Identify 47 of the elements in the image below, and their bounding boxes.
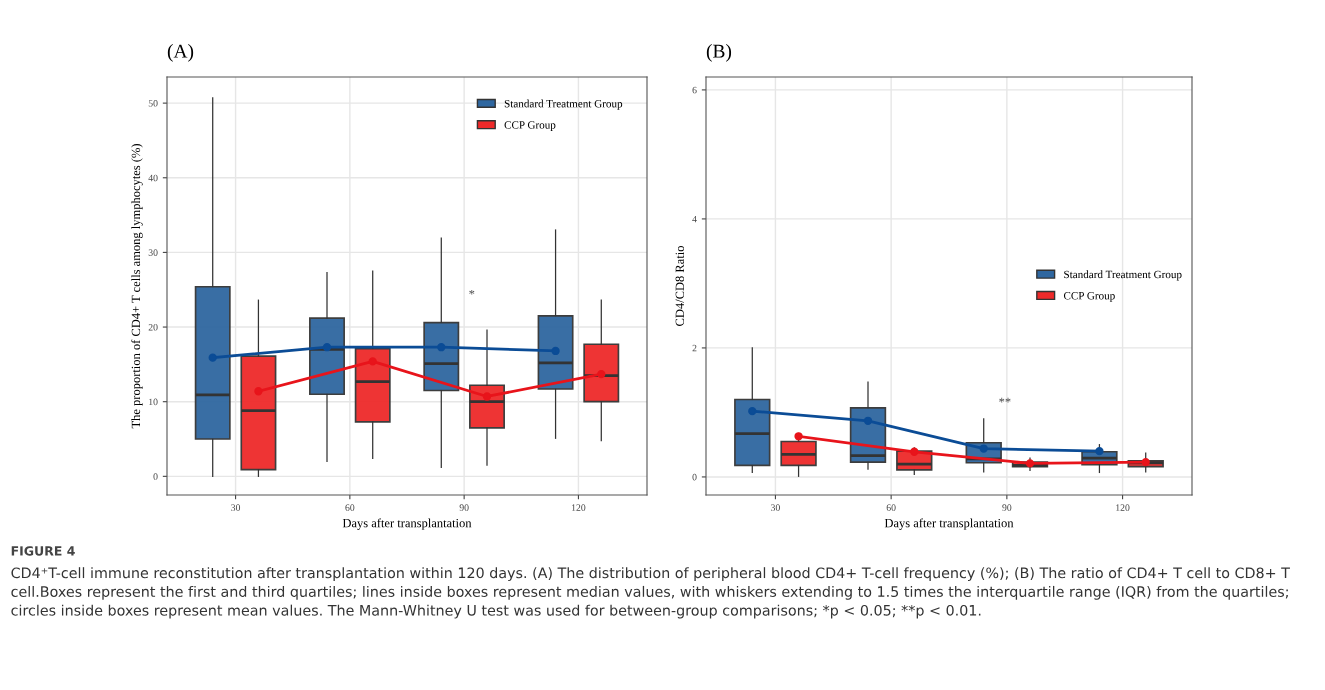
x-tick-label: 30 [771,504,780,511]
y-tick-label: 10 [149,398,158,406]
y-tick-label: 0 [692,473,697,481]
point [910,447,919,456]
y-axis-title: The proportion of CD4+ T cells among lymphocytes (%) [131,144,143,429]
point [748,406,757,416]
point [208,353,217,362]
x-tick-label: 90 [1002,504,1012,511]
y-tick-label: 30 [148,249,158,256]
annotation: * [469,290,475,295]
y-tick-label: 6 [692,86,697,94]
y-tick-label: 50 [148,100,158,107]
annotation: ** [999,397,1011,403]
point [551,346,560,356]
x-axis-title: Days after transplantation [342,518,472,530]
caption: FIGURE 4 [11,546,75,556]
legend-label: CCP Group [504,121,556,131]
point [482,392,492,401]
point [1141,457,1150,467]
x-axis-title: Days after transplantation [884,518,1014,530]
text: CD4⁺T-cell immune reconstitution after transplantation within 120 days. (A) The distribution of peripheral blood CD4+ T-cell frequency (%); (B) The ratio of CD4+ T cell to CD8+ T cell.Boxes represent the first and third quartiles; lines inside boxes represent median values, with whiskers extending to 1.5 times the interquartile range (IQR) from the quartiles; circles inside boxes represent mean values. The Mann-Whitney U test was used for between-group comparisons; *p < 0.05; **p < 0.01. [11,567,1290,619]
point [863,416,873,425]
y-tick-label: 2 [692,344,697,352]
y-tick-label: 20 [148,323,158,331]
legend-label: Standard Treatment Group [504,99,623,110]
point [437,343,446,352]
legend-label: CCP Group [1063,291,1115,302]
point [322,343,332,352]
point [794,432,803,441]
legend-label: Standard Treatment Group [1064,270,1182,281]
x-tick-label: 120 [1116,504,1130,511]
x-tick-label: 60 [345,504,355,511]
y-axis-title: CD4/CD8 Ratio [675,246,685,326]
y-tick-label: 4 [692,215,697,223]
point [368,357,377,366]
y-tick-label: 40 [148,174,158,182]
point [254,387,263,396]
x-tick-label: 30 [231,504,241,511]
point [1025,459,1035,468]
x-tick-label: 60 [886,504,896,511]
chart-title: (A) [167,44,194,62]
y-tick-label: 0 [153,473,158,480]
x-tick-label: 90 [459,504,469,511]
chart-title: (B) [706,44,732,62]
point [979,444,988,453]
point [597,369,606,379]
x-tick-label: 120 [571,504,586,511]
